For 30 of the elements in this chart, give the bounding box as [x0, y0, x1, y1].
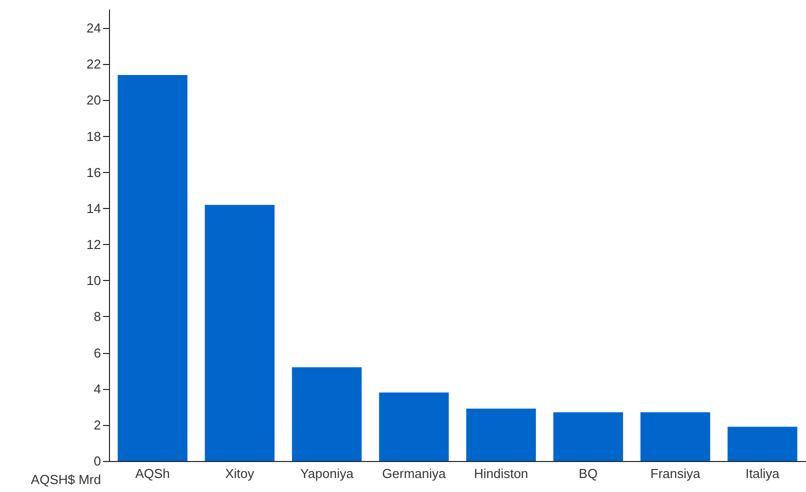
bar [379, 392, 449, 461]
bar [553, 412, 624, 461]
y-tick-label: 10 [86, 273, 101, 288]
bar [118, 74, 188, 461]
bar [466, 408, 536, 461]
y-tick-label: 16 [86, 164, 101, 180]
x-tick-label: Xitoy [225, 466, 255, 481]
y-tick-label: 12 [86, 237, 101, 252]
bar [204, 204, 275, 461]
bar [728, 426, 798, 461]
y-tick-label: 2 [94, 417, 101, 432]
y-tick-label: 22 [86, 56, 101, 72]
y-tick-label: 20 [86, 92, 101, 108]
x-tick-label: AQSh [135, 466, 170, 481]
x-tick-label: BQ [578, 466, 598, 481]
x-tick-label: Italiya [745, 466, 780, 481]
y-tick-label: 14 [86, 200, 101, 216]
bar [640, 412, 710, 461]
x-tick-label: Hindiston [474, 466, 528, 481]
y-tick-label: 0 [94, 454, 101, 468]
y-tick-label: 18 [86, 128, 101, 144]
y-tick-label: 8 [94, 309, 101, 324]
y-tick-label: 4 [94, 381, 101, 396]
y-tick-label: 6 [94, 345, 101, 360]
y-tick-label: 24 [86, 20, 101, 36]
bar [292, 367, 362, 461]
y-axis-title: AQSH$ Mrd [30, 472, 101, 487]
x-tick-label: Yaponiya [300, 466, 354, 481]
x-tick-label: Fransiya [650, 466, 701, 481]
x-tick-label: Germaniya [382, 466, 446, 481]
